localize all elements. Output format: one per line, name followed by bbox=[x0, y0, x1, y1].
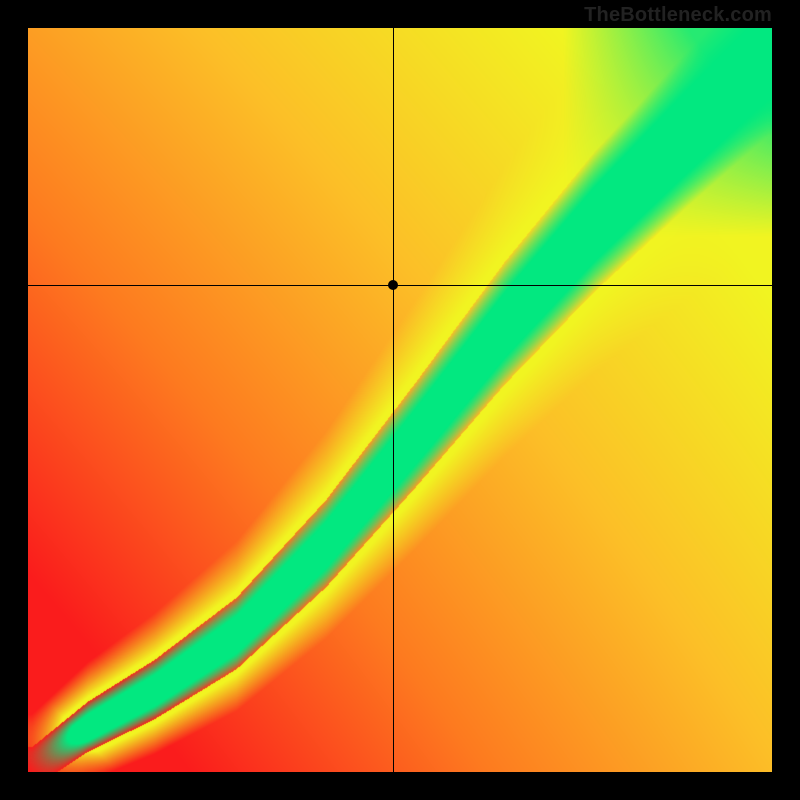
heatmap-canvas bbox=[28, 28, 772, 772]
crosshair-vertical bbox=[393, 28, 394, 772]
watermark-text: TheBottleneck.com bbox=[584, 4, 772, 27]
plot-area bbox=[28, 28, 772, 772]
chart-container: { "watermark": "TheBottleneck.com", "cha… bbox=[0, 0, 800, 800]
crosshair-marker bbox=[388, 280, 398, 290]
crosshair-horizontal bbox=[28, 285, 772, 286]
